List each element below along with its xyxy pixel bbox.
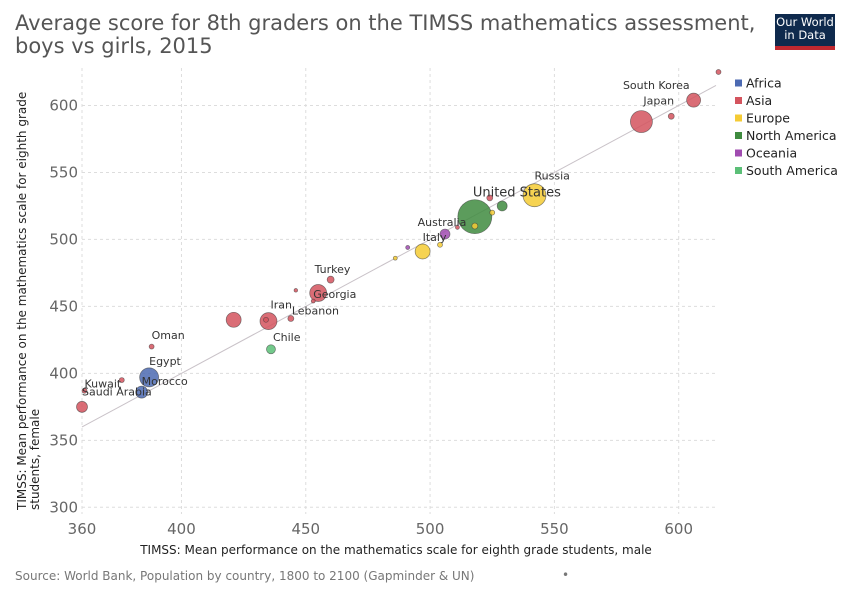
data-point[interactable] [414,243,431,260]
x-tick-labels: 360 400 450 500 550 600 [68,520,693,538]
legend-swatch [735,97,742,104]
legend-label[interactable]: Oceania [746,146,797,161]
data-point[interactable] [630,110,653,133]
data-point[interactable] [405,245,411,250]
data-point[interactable] [225,311,242,328]
source-dot: • [562,568,570,582]
legend-label[interactable]: South America [746,163,838,178]
y-tick-label: 300 [49,498,78,516]
point-label: Japan [642,95,674,108]
data-point[interactable] [715,69,722,75]
legend-swatch [735,114,742,122]
data-point[interactable] [309,284,328,302]
data-point[interactable] [139,367,159,388]
point-label: Egypt [149,355,181,368]
y-tick-labels: 300 350 400 450 500 550 600 [49,97,78,517]
logo-line-2: in Data [784,28,826,42]
y-tick-label: 350 [49,431,78,449]
data-point[interactable] [293,288,298,293]
point-label: Australia [418,216,467,229]
x-tick-label: 360 [68,520,97,538]
data-point[interactable] [471,222,479,230]
data-point[interactable] [486,194,494,202]
data-point[interactable] [496,200,508,212]
point-label: Kuwait [84,377,121,390]
data-point[interactable] [522,183,547,208]
legend-label[interactable]: Africa [746,76,782,91]
legend-label[interactable]: North America [746,128,837,143]
data-point[interactable] [266,344,276,355]
legend-swatch [735,167,742,174]
data-point[interactable] [686,92,701,108]
reference-line [81,84,717,428]
legend-swatch [735,79,742,87]
data-point[interactable] [457,199,493,235]
y-tick-label: 400 [49,364,78,382]
point-label: United States [473,186,561,201]
y-tick-label: 450 [49,297,78,315]
y-axis-label-line: students, female [28,409,42,510]
data-point[interactable] [263,316,269,323]
data-point[interactable] [437,241,443,248]
point-label: Lebanon [292,304,339,317]
point-label: Oman [152,329,185,342]
y-axis-label-line: TIMSS: Mean performance on the mathemati… [15,92,29,511]
legend-label[interactable]: Asia [746,93,772,108]
x-tick-label: 400 [167,520,196,538]
point-label: Saudi Arabia [82,385,152,398]
point-label: Iran [270,299,292,312]
data-point[interactable] [118,377,125,383]
grid-lines [81,68,716,514]
data-point[interactable] [148,343,155,350]
legend-swatch [735,149,742,157]
point-label: Morocco [142,375,188,388]
data-point[interactable] [76,401,88,413]
y-tick-label: 600 [49,97,78,115]
data-point[interactable] [392,255,398,261]
data-point[interactable] [439,228,451,240]
data-point[interactable] [310,298,316,304]
x-tick-label: 500 [416,520,445,538]
x-axis-label: TIMSS: Mean performance on the mathemati… [139,543,652,557]
point-label: South Korea [623,79,690,92]
legend-swatch [735,132,742,139]
point-label: Russia [535,170,570,183]
point-label: Italy [423,231,447,244]
point-label: Turkey [314,263,351,276]
y-axis-label: TIMSS: Mean performance on the mathemati… [15,92,42,511]
legend: Africa Asia Europe North America Oceania Sout… [735,76,838,178]
data-point[interactable] [455,225,460,230]
owid-logo[interactable]: Our World in Data [775,14,835,50]
logo-line-1: Our World [776,15,834,29]
point-label: Georgia [313,288,356,301]
data-point[interactable] [326,275,335,284]
data-points [76,69,722,413]
x-tick-label: 600 [664,520,693,538]
x-tick-label: 450 [291,520,320,538]
y-tick-label: 500 [49,230,78,248]
point-labels: South Korea Japan Russia United States Austr… [82,79,690,398]
x-tick-label: 550 [540,520,569,538]
source-note: Source: World Bank, Population by countr… [15,569,475,583]
point-label: Chile [273,331,301,344]
chart-title: Average score for 8th graders on the TIM… [15,11,756,58]
legend-label[interactable]: Europe [746,111,790,126]
data-point[interactable] [81,387,88,394]
data-point[interactable] [287,315,295,322]
data-point[interactable] [135,385,149,399]
y-tick-label: 550 [49,163,78,181]
data-point[interactable] [667,112,675,120]
data-point[interactable] [489,209,496,216]
